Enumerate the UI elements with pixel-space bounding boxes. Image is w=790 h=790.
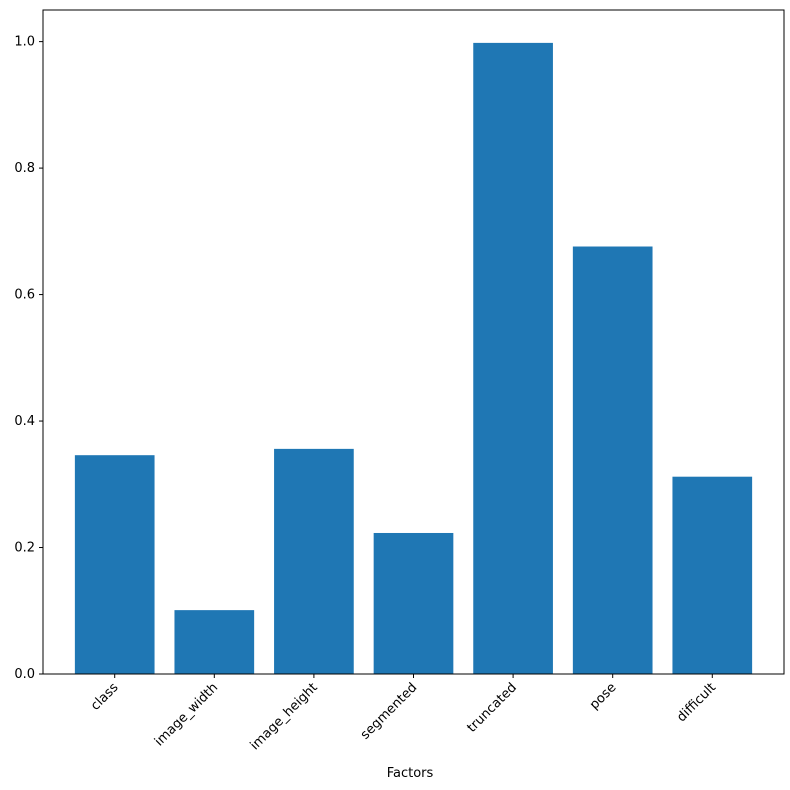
x-axis-label: Factors [387, 766, 434, 781]
y-tick-label: 0.8 [14, 161, 35, 176]
bar [473, 42, 553, 675]
y-tick-label: 0.4 [14, 414, 35, 429]
x-tick-label: pose [587, 680, 620, 713]
y-tick-label: 0.6 [14, 288, 35, 303]
y-tick-label: 0.2 [14, 541, 35, 556]
y-tick-label: 1.0 [14, 35, 35, 50]
y-tick-label: 0.0 [14, 667, 35, 682]
x-tick-label: segmented [358, 680, 420, 742]
plot-frame [42, 9, 785, 675]
bar [672, 476, 753, 674]
bar [74, 455, 155, 674]
x-tick-label: difficult [674, 680, 719, 725]
x-tick-label: image_width [152, 680, 221, 749]
x-tick-label: image_height [248, 680, 321, 753]
bar [274, 448, 354, 674]
bar [174, 610, 255, 674]
x-tick-label: class [88, 680, 122, 714]
bar [373, 532, 454, 674]
bar [572, 246, 653, 674]
x-tick-label: truncated [464, 680, 519, 735]
